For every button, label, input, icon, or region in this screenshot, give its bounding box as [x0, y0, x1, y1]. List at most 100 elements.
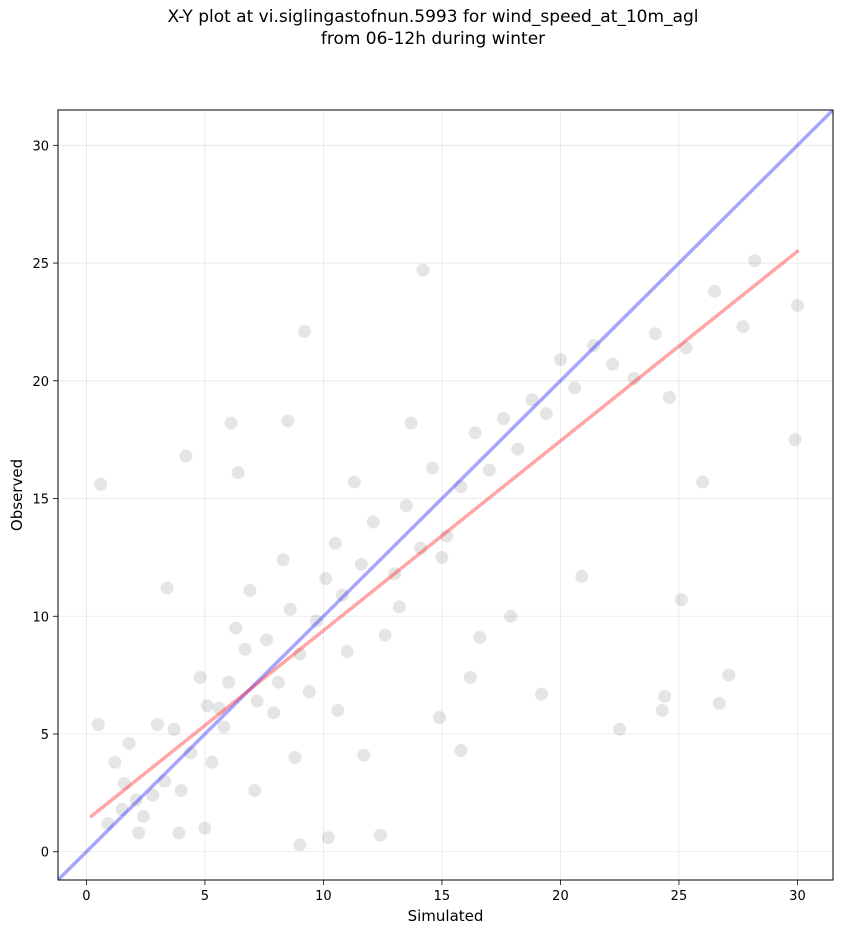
data-point — [309, 614, 323, 628]
data-point — [101, 816, 115, 830]
data-point — [174, 784, 188, 798]
data-point — [525, 393, 539, 407]
y-tick-label: 0 — [41, 846, 49, 861]
data-point — [198, 821, 212, 835]
y-tick-label: 30 — [32, 139, 49, 154]
data-point — [302, 685, 316, 699]
chart-title-line-1: X-Y plot at vi.siglingastofnun.5993 for … — [167, 7, 699, 27]
data-point — [331, 703, 345, 717]
y-tick-label: 25 — [32, 257, 49, 272]
data-point — [790, 298, 804, 312]
data-point — [293, 647, 307, 661]
data-point — [132, 826, 146, 840]
data-point — [91, 718, 105, 732]
data-point — [468, 426, 482, 440]
plot-frame — [57, 109, 834, 881]
data-point — [297, 324, 311, 338]
data-point — [238, 642, 252, 656]
data-point — [454, 743, 468, 757]
data-point — [454, 480, 468, 494]
data-point — [281, 414, 295, 428]
data-point — [158, 774, 172, 788]
data-point — [205, 755, 219, 769]
x-tick-label: 20 — [552, 889, 569, 904]
data-point — [129, 793, 143, 807]
y-tick-label: 10 — [32, 610, 49, 625]
data-point — [357, 748, 371, 762]
data-point — [271, 675, 285, 689]
data-point — [662, 390, 676, 404]
data-point — [707, 284, 721, 298]
x-axis-label: Simulated — [408, 907, 484, 925]
y-tick-label: 5 — [41, 728, 49, 743]
data-point — [328, 536, 342, 550]
x-tick-label: 5 — [201, 889, 209, 904]
y-tick-label: 15 — [32, 493, 49, 508]
data-point — [184, 746, 198, 760]
data-point — [553, 353, 567, 367]
data-point — [288, 751, 302, 765]
data-point — [222, 675, 236, 689]
plot-area — [58, 110, 833, 880]
data-point — [231, 466, 245, 480]
data-point — [167, 722, 181, 736]
data-point — [172, 826, 186, 840]
data-point — [416, 263, 430, 277]
data-point — [568, 381, 582, 395]
data-point — [243, 583, 257, 597]
data-point — [340, 645, 354, 659]
data-point — [712, 696, 726, 710]
data-point — [504, 609, 518, 623]
data-point — [674, 593, 688, 607]
data-point — [283, 602, 297, 616]
data-point — [414, 541, 428, 555]
data-point — [115, 802, 129, 816]
identity-line — [58, 110, 833, 880]
data-point — [354, 557, 368, 571]
data-point — [613, 722, 627, 736]
data-point — [193, 670, 207, 684]
data-point — [575, 569, 589, 583]
data-point — [200, 699, 214, 713]
data-point — [179, 449, 193, 463]
data-point — [224, 416, 238, 430]
data-point — [534, 687, 548, 701]
data-point — [151, 718, 165, 732]
chart-title: X-Y plot at vi.siglingastofnun.5993 for … — [0, 6, 843, 50]
data-point — [425, 461, 439, 475]
data-point — [260, 633, 274, 647]
data-point — [388, 567, 402, 581]
data-point — [108, 755, 122, 769]
data-point — [122, 736, 136, 750]
data-point — [435, 550, 449, 564]
data-point — [482, 463, 496, 477]
data-point — [511, 442, 525, 456]
x-tick-label: 10 — [315, 889, 332, 904]
data-point — [404, 416, 418, 430]
data-point — [655, 703, 669, 717]
data-point — [587, 338, 601, 352]
data-point — [212, 701, 226, 715]
data-point — [788, 433, 802, 447]
data-point — [606, 357, 620, 371]
data-point — [722, 668, 736, 682]
data-point — [679, 341, 693, 355]
regression-line — [89, 249, 800, 819]
data-point — [373, 828, 387, 842]
data-point — [276, 553, 290, 567]
data-point — [392, 600, 406, 614]
data-point — [347, 475, 361, 489]
data-point — [627, 371, 641, 385]
data-point — [648, 327, 662, 341]
data-point — [146, 788, 160, 802]
data-point — [136, 809, 150, 823]
data-point — [366, 515, 380, 529]
x-tick-label: 30 — [789, 889, 806, 904]
data-point — [539, 407, 553, 421]
data-point — [736, 320, 750, 334]
x-tick-label: 15 — [434, 889, 451, 904]
data-point — [440, 529, 454, 543]
data-point — [160, 581, 174, 595]
data-point — [696, 475, 710, 489]
data-point — [473, 630, 487, 644]
